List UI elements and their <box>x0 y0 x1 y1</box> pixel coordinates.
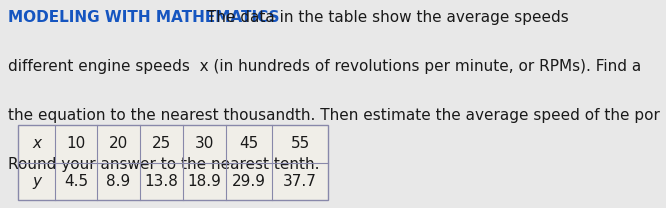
Text: 13.8: 13.8 <box>145 174 178 189</box>
Text: 8.9: 8.9 <box>107 174 131 189</box>
Text: MODELING WITH MATHEMATICS: MODELING WITH MATHEMATICS <box>8 10 280 25</box>
Bar <box>18 125 328 200</box>
Text: 4.5: 4.5 <box>64 174 88 189</box>
Text: 29.9: 29.9 <box>232 174 266 189</box>
Text: Round your answer to the nearest tenth.: Round your answer to the nearest tenth. <box>8 157 320 172</box>
Text: 37.7: 37.7 <box>283 174 317 189</box>
Text: 10: 10 <box>67 136 86 151</box>
Text: 25: 25 <box>152 136 171 151</box>
Text: The data in the table show the average speeds: The data in the table show the average s… <box>202 10 569 25</box>
Text: 30: 30 <box>195 136 214 151</box>
Text: different engine speeds  x (in hundreds of revolutions per minute, or RPMs). Fin: different engine speeds x (in hundreds o… <box>8 59 641 74</box>
Text: 55: 55 <box>290 136 310 151</box>
Text: 18.9: 18.9 <box>188 174 221 189</box>
Text: 45: 45 <box>239 136 258 151</box>
Text: x: x <box>32 136 41 151</box>
Text: 20: 20 <box>109 136 128 151</box>
Text: y: y <box>32 174 41 189</box>
Text: the equation to the nearest thousandth. Then estimate the average speed of the p: the equation to the nearest thousandth. … <box>8 108 660 123</box>
